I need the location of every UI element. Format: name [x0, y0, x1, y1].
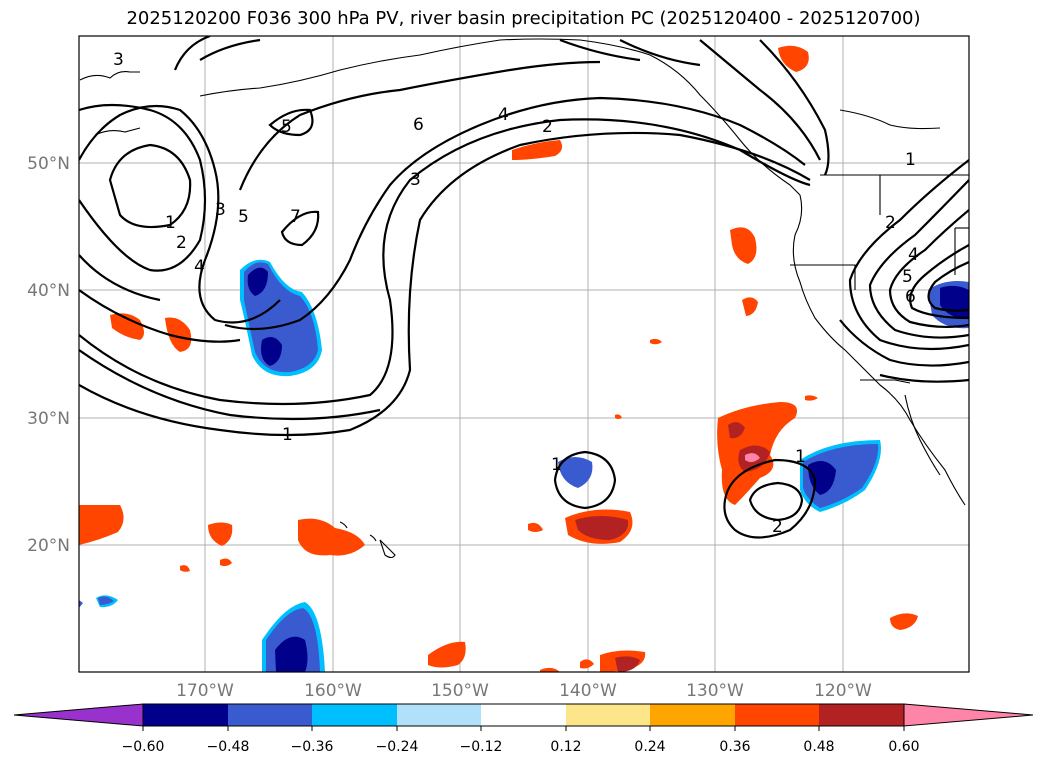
colorbar-tick: 0.24	[634, 739, 665, 755]
contour-label: 3	[410, 170, 421, 190]
colorbar-bin	[650, 704, 735, 726]
lon-label: 170°W	[176, 681, 234, 701]
longitude-labels: 170°W 160°W 150°W 140°W 130°W 120°W	[176, 681, 872, 701]
contour-label: 6	[905, 287, 916, 307]
colorbar-tick: 0.60	[888, 739, 919, 755]
colorbar-tick: −0.12	[460, 739, 503, 755]
contour-label: 1	[282, 425, 293, 445]
contour-label: 3	[113, 50, 124, 70]
contour-label: 4	[908, 245, 919, 265]
colorbar-tick: −0.60	[122, 739, 165, 755]
lon-label: 140°W	[559, 681, 617, 701]
figure-title: 2025120200 F036 300 hPa PV, river basin …	[126, 8, 921, 29]
lat-label: 50°N	[27, 154, 70, 174]
contour-label: 2	[542, 117, 553, 137]
colorbar-extend-high	[903, 703, 1034, 727]
latitude-labels: 50°N 40°N 30°N 20°N	[27, 154, 70, 556]
lat-label: 30°N	[27, 409, 70, 429]
colorbar-bin	[481, 704, 566, 726]
gridlines	[79, 36, 969, 672]
colorbar-tick: −0.36	[291, 739, 334, 755]
colorbar-bin	[566, 704, 650, 726]
colorbar-bin	[312, 704, 397, 726]
colorbar-bin	[143, 704, 228, 726]
colorbar-tick: −0.24	[376, 739, 419, 755]
pos-anomaly-3	[79, 505, 124, 545]
plot-frame	[78, 35, 970, 673]
colorbar-bin	[819, 704, 904, 726]
colorbar-extend-low	[13, 703, 144, 727]
contour-label: 5	[238, 207, 249, 227]
lon-label: 130°W	[686, 681, 744, 701]
contour-label: 4	[498, 105, 509, 125]
colorbar-tick: 0.48	[803, 739, 834, 755]
colorbar-bin	[735, 704, 819, 726]
precip-pc-fill	[79, 45, 969, 672]
colorbar-bin	[397, 704, 481, 726]
lat-label: 20°N	[27, 536, 70, 556]
lon-label: 150°W	[431, 681, 489, 701]
contour-label: 3	[215, 200, 226, 220]
colorbar-tick: −0.48	[207, 739, 250, 755]
lon-label: 120°W	[814, 681, 872, 701]
contour-label: 6	[413, 115, 424, 135]
neg-anomaly-small	[558, 457, 593, 488]
contour-label: 2	[176, 233, 187, 253]
colorbar-tick: 0.36	[719, 739, 750, 755]
contour-label: 1	[165, 213, 176, 233]
colorbar: −0.60 −0.48 −0.36 −0.24 −0.12 0.12 0.24 …	[13, 703, 1034, 755]
pv-contours	[79, 36, 969, 539]
lat-label: 40°N	[27, 281, 70, 301]
contour-label: 5	[902, 267, 913, 287]
contour-label: 2	[885, 213, 896, 233]
contour-label: 1	[795, 447, 806, 467]
contour-label: 4	[194, 257, 205, 277]
contour-label: 7	[290, 207, 301, 227]
colorbar-tick: 0.12	[550, 739, 581, 755]
contour-labels: 3 5 1 2 3 5 7 4 6 4 2 3 1 1 1 2 1 2 4 5 …	[113, 50, 919, 537]
contour-label: 1	[551, 455, 562, 475]
colorbar-bin	[228, 704, 312, 726]
contour-label: 2	[772, 517, 783, 537]
lon-label: 160°W	[304, 681, 362, 701]
contour-label: 1	[905, 150, 916, 170]
contour-label: 5	[281, 117, 292, 137]
